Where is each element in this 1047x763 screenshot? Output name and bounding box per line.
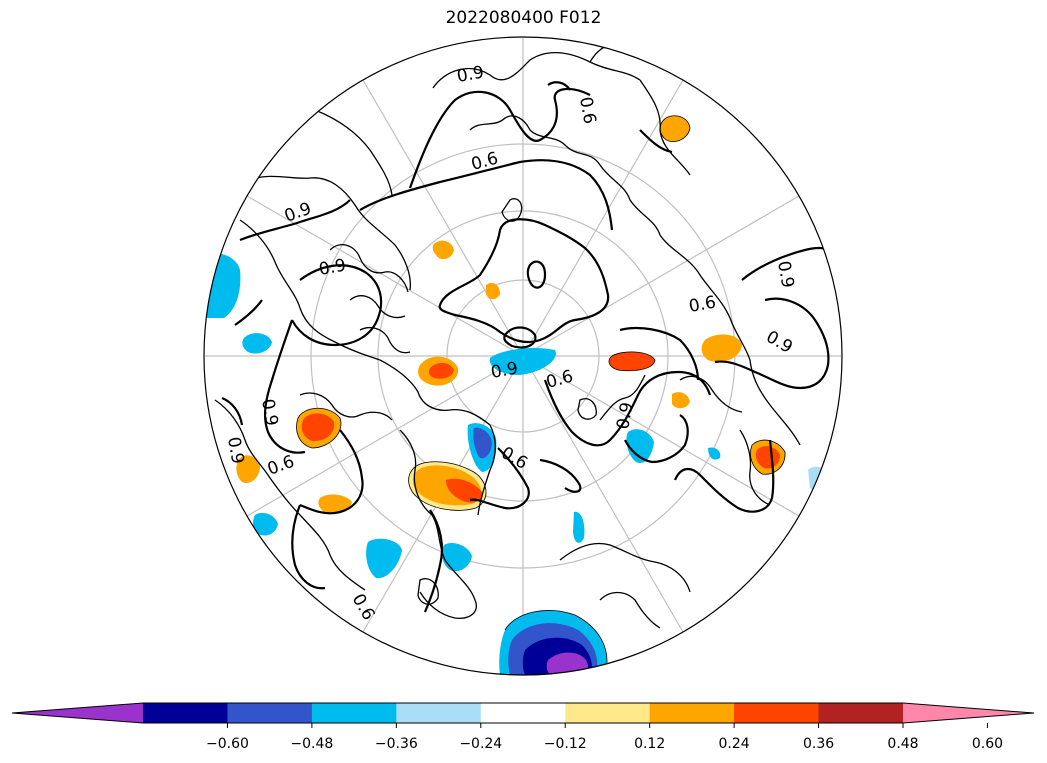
- colorbar-extend-high: [903, 703, 1034, 723]
- coastlines: [214, 43, 801, 629]
- contour-label: 0.6: [575, 95, 599, 125]
- contour-lines: [221, 81, 841, 613]
- colorbar-tick-label: −0.60: [206, 736, 249, 752]
- colorbar-tick-label: 0.36: [803, 736, 834, 752]
- colorbar-tick-label: 0.48: [887, 736, 918, 752]
- colorbar-tick-label: 0.12: [634, 736, 665, 752]
- contour-label: 0.9: [489, 359, 519, 383]
- colorbar-tick-label: 0.60: [972, 736, 1003, 752]
- colorbar-segment: [311, 703, 397, 723]
- contour-label: 0.9: [773, 259, 797, 289]
- graticule: [204, 37, 842, 675]
- colorbar: −0.60 −0.48 −0.36 −0.24 −0.12 0.12 0.24 0.36 0.4…: [11, 702, 1035, 752]
- colorbar-segment: [480, 703, 566, 723]
- contour-label: 0.6: [498, 443, 531, 474]
- contour-label: 0.6: [687, 293, 717, 317]
- contour-label: 0.9: [613, 401, 637, 431]
- colorbar-tick-label: −0.36: [375, 736, 418, 752]
- contour-label: 0.9: [455, 63, 485, 87]
- contour-label: 0.6: [265, 452, 297, 480]
- contour-label: 0.9: [317, 256, 347, 280]
- colorbar-extend-low: [12, 703, 143, 723]
- contour-label: 0.9: [223, 435, 247, 465]
- map-title: 2022080400 F012: [445, 8, 602, 28]
- colorbar-tick-label: −0.48: [290, 736, 333, 752]
- colorbar-segment: [396, 703, 482, 723]
- anomaly-outlines: [296, 115, 786, 675]
- contour-label: 0.9: [257, 397, 281, 427]
- colorbar-segment: [143, 703, 228, 723]
- colorbar-segment: [565, 703, 651, 723]
- map-boundary: [203, 36, 843, 676]
- colorbar-outline: [11, 702, 1035, 724]
- colorbar-tick-label: 0.24: [719, 736, 750, 752]
- contour-label: 0.6: [469, 149, 500, 175]
- colorbar-segment: [818, 703, 904, 723]
- contour-label: 0.6: [348, 591, 379, 624]
- anomaly-fill: [206, 115, 830, 675]
- colorbar-tick-label: −0.12: [544, 736, 587, 752]
- colorbar-segment: [649, 703, 735, 723]
- map-disk-content: [204, 37, 842, 675]
- contour-label: 0.9: [282, 199, 314, 227]
- colorbar-segment: [734, 703, 820, 723]
- contour-label: 0.9: [763, 327, 796, 358]
- colorbar-tick-label: −0.24: [459, 736, 502, 752]
- colorbar-segment: [227, 703, 313, 723]
